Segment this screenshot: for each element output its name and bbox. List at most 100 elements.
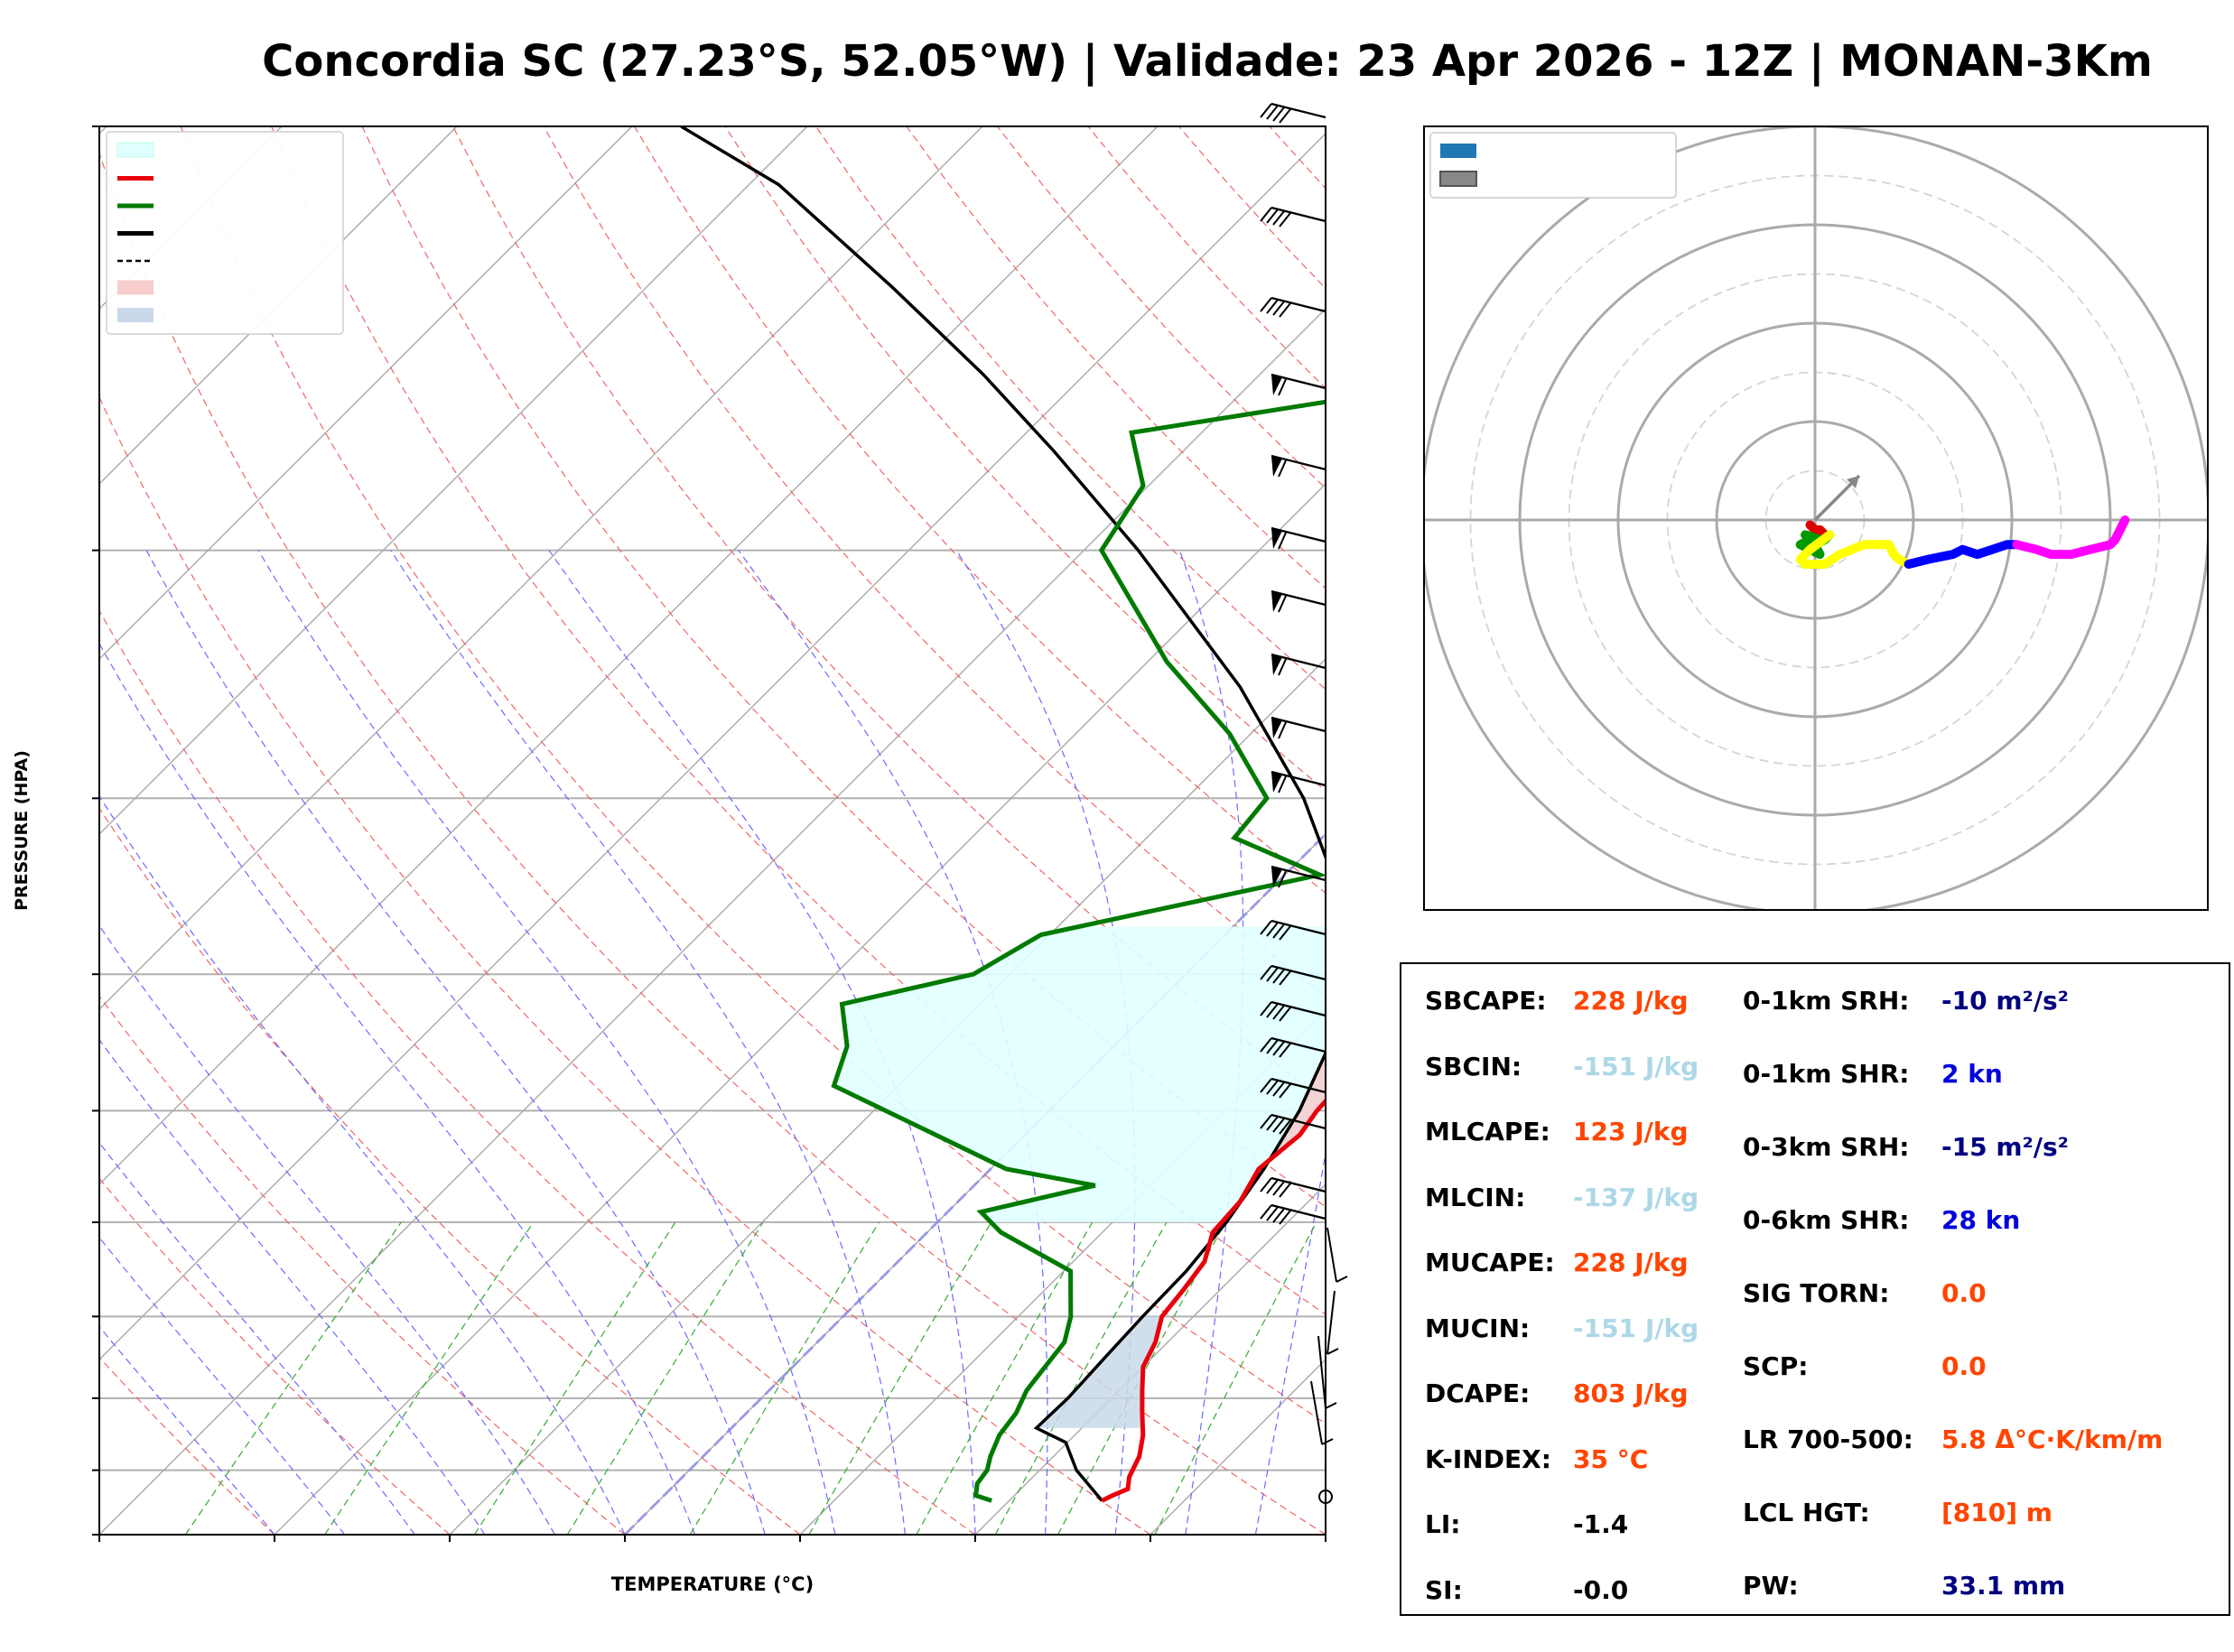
moist-adiabat (1254, 1149, 1326, 1535)
barb-tick (1336, 1276, 1348, 1283)
barb-tick (1266, 1116, 1279, 1131)
isotherm-line (274, 483, 1326, 1535)
barb-tick (1266, 105, 1279, 120)
stat-value: 5.8 Δ°C·K/km/m (1941, 1425, 2164, 1454)
isotherm-line (799, 1008, 1326, 1535)
moist-adiabat (145, 550, 766, 1535)
mixing-ratio-line (324, 1221, 535, 1535)
barb-staff (1271, 1000, 1326, 1017)
wind-barb (1260, 1203, 1326, 1225)
sb-parcel-path-line (680, 126, 1326, 1502)
barb-tick (1278, 532, 1287, 550)
stat-label: 0-1km SHR: (1743, 1059, 1910, 1089)
barb-staff (1271, 919, 1326, 936)
barb-staff (1271, 1203, 1326, 1220)
moist-adiabat (99, 642, 696, 1535)
barb-tick (1325, 1402, 1337, 1409)
moist-adiabat (257, 550, 836, 1535)
stat-label: MLCAPE: (1425, 1117, 1550, 1146)
chart-title: Concordia SC (27.23°S, 52.05°W) | Valida… (262, 36, 2153, 87)
barb-tick (1278, 721, 1287, 739)
hodograph (1424, 126, 2208, 910)
hodo-legend-box (1429, 132, 1677, 199)
barb-tick (1272, 923, 1285, 939)
isotherm-line (99, 126, 983, 1010)
wind-barb (1260, 919, 1326, 941)
moist-adiabat (99, 1141, 415, 1535)
barb-tick (1266, 1206, 1279, 1221)
barb-staff (1310, 1380, 1323, 1445)
stat-value: 35 °C (1573, 1443, 1649, 1474)
stat-value: 0.0 (1941, 1351, 1987, 1381)
barb-tick (1272, 1181, 1285, 1196)
stat-label: MLCIN: (1425, 1182, 1526, 1212)
barb-tick (1272, 1005, 1285, 1020)
stat-label: 0-1km SRH: (1743, 986, 1910, 1016)
mixing-ratio-line (689, 1221, 880, 1535)
hodo-legend-swatch (1439, 171, 1477, 187)
barb-tick (1279, 970, 1291, 986)
moist-adiabat (390, 550, 906, 1535)
moist-adiabat (99, 1325, 275, 1535)
barb-flag (1271, 867, 1282, 887)
barb-tick (1272, 1208, 1285, 1223)
barb-tick (1260, 920, 1272, 935)
dry-adiabat (815, 126, 1326, 691)
barb-tick (1272, 107, 1285, 122)
wind-barb (1260, 1077, 1326, 1099)
moist-adiabat (738, 550, 1048, 1535)
moist-adiabat (99, 794, 626, 1535)
barb-tick (1260, 207, 1272, 222)
wind-barb (1260, 1036, 1326, 1058)
stat-value: -10 m²/s² (1941, 986, 2069, 1016)
wind-barb (1271, 716, 1326, 739)
wind-barb (1260, 1113, 1326, 1135)
barb-staff (1271, 102, 1326, 119)
wind-barb (1271, 770, 1326, 794)
barb-tick (1278, 870, 1287, 888)
barb-flag (1271, 718, 1282, 738)
stat-label: SI: (1425, 1574, 1463, 1605)
hail-growth-zone (833, 926, 1326, 1222)
stat-label: SIG TORN: (1743, 1278, 1890, 1308)
barb-tick (1266, 1003, 1279, 1018)
dry-adiabat (361, 126, 1326, 1208)
barb-staff (1271, 1113, 1326, 1130)
stat-value: 228 J/kg (1573, 1248, 1689, 1277)
stat-value: 33.1 mm (1941, 1571, 2066, 1601)
stat-label: PW: (1743, 1571, 1799, 1601)
stat-label: LCL HGT: (1743, 1498, 1870, 1527)
barb-tick (1278, 459, 1287, 478)
barb-staff (1317, 1335, 1326, 1409)
barb-staff (1271, 296, 1326, 313)
barb-tick (1266, 922, 1279, 937)
barb-tick (1272, 1081, 1285, 1097)
stat-label: SBCAPE: (1425, 986, 1547, 1016)
barb-flag (1271, 772, 1282, 793)
dewpoint-line (831, 399, 1326, 1503)
barb-tick (1279, 1083, 1291, 1099)
stat-value: 28 kn (1941, 1205, 2021, 1235)
isotherm-line (99, 133, 1326, 1360)
stat-label: MUCIN: (1425, 1313, 1531, 1343)
wind-barb (1260, 1176, 1326, 1198)
dry-adiabat (99, 995, 626, 1535)
stat-value: 803 J/kg (1573, 1378, 1689, 1408)
stat-label: 0-6km SHR: (1743, 1205, 1910, 1235)
barb-tick (1278, 378, 1287, 396)
stat-label: SCP: (1743, 1351, 1809, 1381)
stat-value: -151 J/kg (1573, 1051, 1699, 1081)
wind-barb (1271, 526, 1326, 550)
barb-tick (1279, 302, 1291, 318)
barb-tick (1278, 775, 1287, 794)
indices-panel: SBCAPE: 228 J/kg SBCIN: -151 J/kg MLCAPE: 123… (1400, 962, 2230, 1616)
barb-tick (1279, 108, 1291, 124)
barb-tick (1272, 969, 1285, 984)
lm-vector-head (1847, 475, 1860, 488)
stat-value: [810] m (1941, 1498, 2052, 1527)
stat-label: 0-3km SRH: (1743, 1132, 1910, 1162)
moist-adiabat (1178, 550, 1244, 1535)
barb-tick (1260, 1177, 1272, 1193)
wind-barb (1271, 653, 1326, 676)
barb-flag (1271, 375, 1282, 395)
